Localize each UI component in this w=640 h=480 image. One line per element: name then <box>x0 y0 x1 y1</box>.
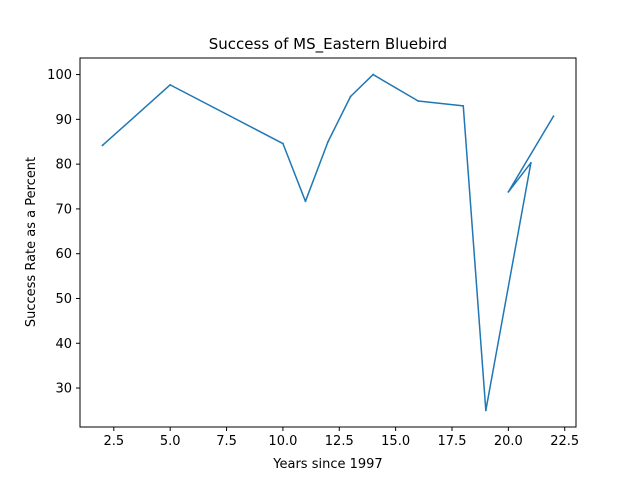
y-tick-label: 30 <box>55 382 72 397</box>
data-point <box>462 105 465 107</box>
y-tick-label: 40 <box>55 337 72 352</box>
data-point <box>327 140 329 143</box>
data-point <box>282 142 284 145</box>
x-tick-label: 15.0 <box>381 434 410 449</box>
y-tick-label: 60 <box>55 247 72 262</box>
data-point <box>101 144 104 147</box>
data-point <box>507 191 510 193</box>
x-tick-label: 12.5 <box>325 434 354 449</box>
y-axis-label: Success Rate as a Percent <box>24 157 39 327</box>
x-tick-label: 17.5 <box>438 434 467 449</box>
y-axis: 30 40 50 60 70 80 90 100 <box>47 68 80 397</box>
y-tick-label: 70 <box>55 202 72 217</box>
data-point <box>484 409 487 412</box>
x-axis: 2.5 5.0 7.5 10.0 12.5 15.0 17.5 20.0 22.5 <box>103 427 579 449</box>
data-point <box>349 95 352 98</box>
data-point <box>169 83 172 86</box>
data-point <box>417 100 420 102</box>
x-axis-label: Years since 1997 <box>272 457 382 472</box>
axes-frame <box>79 57 577 428</box>
data-point <box>530 161 532 164</box>
y-tick-label: 100 <box>47 68 72 83</box>
x-tick-label: 5.0 <box>160 434 181 449</box>
x-tick-label: 7.5 <box>216 434 237 449</box>
y-tick-label: 90 <box>55 113 72 128</box>
x-tick-label: 20.0 <box>494 434 523 449</box>
data-point <box>304 200 307 203</box>
x-tick-label: 2.5 <box>103 434 124 449</box>
plot-area <box>101 73 555 412</box>
y-tick-label: 50 <box>55 292 72 307</box>
data-point <box>552 115 555 118</box>
x-tick-label: 10.0 <box>268 434 297 449</box>
chart-title: Success of MS_Eastern Bluebird <box>209 35 447 54</box>
x-tick-label: 22.5 <box>550 434 579 449</box>
y-tick-label: 80 <box>55 158 72 173</box>
data-point <box>372 73 374 76</box>
